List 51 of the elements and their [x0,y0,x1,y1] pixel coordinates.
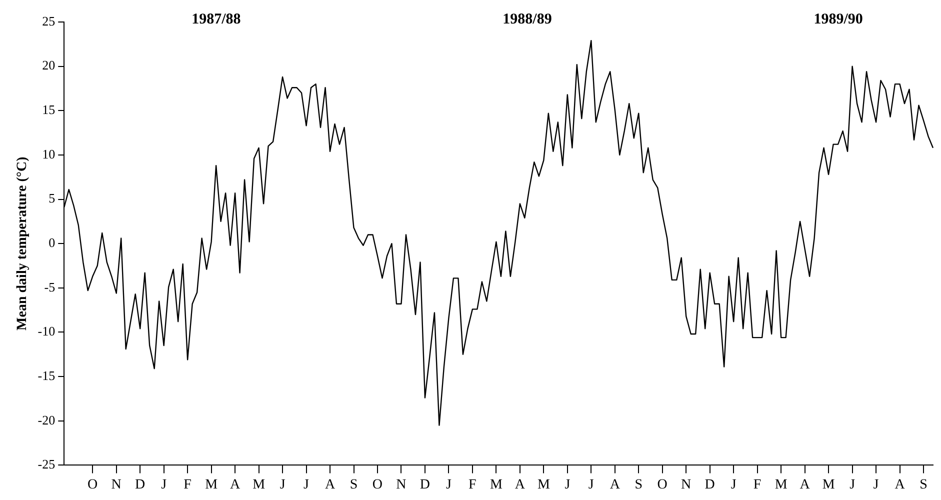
y-tick-label: -25 [38,456,56,472]
y-tick-label: 10 [42,146,56,162]
x-tick-label: F [468,477,477,492]
x-tick-label: N [111,477,122,492]
x-tick-label: A [610,477,621,492]
x-tick-label: N [396,477,406,492]
x-tick-label: J [564,477,571,492]
y-tick-label: 15 [42,102,56,118]
x-tick-label: D [135,477,146,492]
x-tick-label: J [588,477,594,492]
x-tick-label: S [350,477,358,492]
x-tick-label: N [681,477,692,492]
x-tick-label: J [304,477,310,492]
x-tick-label: J [730,477,737,492]
x-tick-label: A [800,477,811,492]
x-tick-label: M [205,477,218,492]
y-tick-label: -10 [38,324,56,339]
annotation: 1989/90 [814,11,863,28]
x-tick-label: M [252,477,266,492]
x-tick-label: F [753,477,762,492]
x-tick-label: A [514,477,526,492]
x-tick-label: M [822,477,836,492]
x-tick-label: J [280,477,286,492]
x-tick-label: O [372,477,383,492]
x-tick-label: A [324,477,336,492]
y-tick-label: 0 [48,235,56,250]
x-tick-label: O [657,477,668,492]
x-tick-label: A [894,477,906,492]
x-tick-label: O [88,477,98,492]
annotation: 1987/88 [192,11,241,28]
y-tick-label: -15 [38,368,56,383]
x-tick-label: D [420,477,430,492]
x-tick-label: M [490,477,503,492]
y-tick-label: -20 [38,412,56,428]
x-tick-label: J [446,477,452,492]
x-tick-label: A [230,477,241,492]
x-tick-label: J [873,477,880,492]
x-tick-label: J [161,477,168,492]
y-tick-label: 25 [42,13,56,28]
y-axis-title: Mean daily temperature (°C) [15,156,30,330]
x-tick-label: S [634,477,643,492]
x-tick-label: D [704,477,715,492]
x-tick-label: F [184,477,192,492]
y-tick-label: 20 [42,58,56,73]
x-tick-label: M [537,477,550,492]
annotation: 1988/89 [502,11,552,28]
x-tick-label: S [920,477,928,492]
y-tick-label: 5 [48,190,56,206]
x-tick-label: J [850,477,856,492]
x-tick-label: M [774,477,788,492]
y-tick-label: -5 [44,279,56,294]
